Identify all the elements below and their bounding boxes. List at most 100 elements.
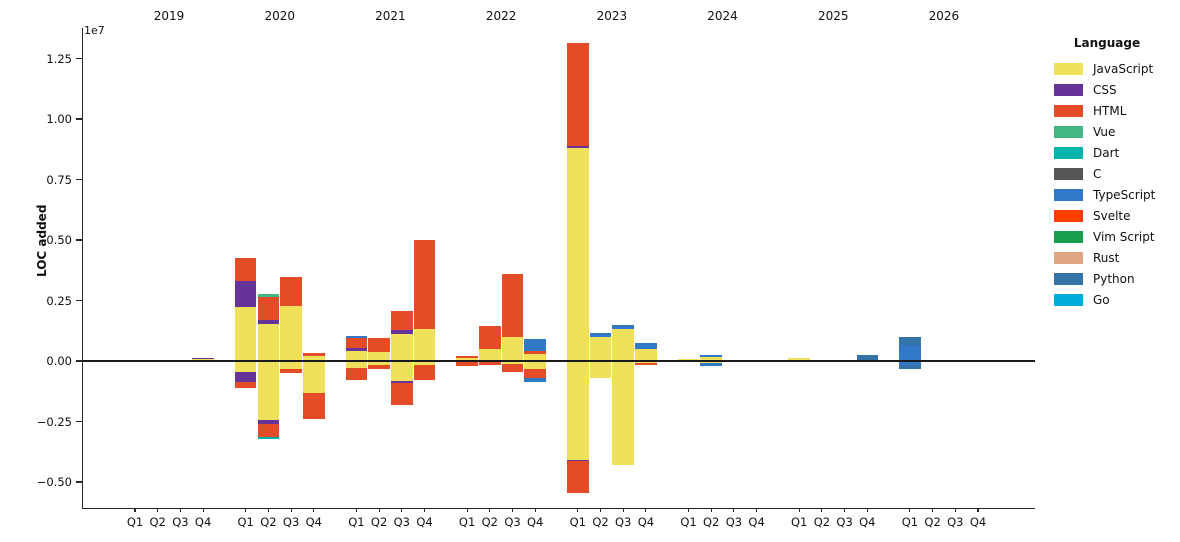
x-tick-label: Q2 [149,515,166,529]
javascript-removed-bar-segment [589,361,612,378]
x-tick-mark [179,508,181,512]
legend-entry-label: C [1093,166,1102,181]
y-axis-spine [82,28,84,508]
zero-baseline [82,360,1035,362]
x-axis-year-label: 2023 [596,9,628,23]
legend-entry-typescript: TypeScript [1048,184,1178,205]
html-removed-bar-segment [524,369,546,379]
x-tick-label: Q1 [569,515,586,529]
x-tick-label: Q3 [172,515,189,529]
html-added-bar-segment [413,240,436,330]
python-removed-bar-segment [899,365,921,370]
html-added-bar-segment [567,43,589,146]
javascript-removed-bar-segment [524,361,546,370]
html-removed-bar-segment [303,392,325,420]
y-axis-offset-text: 1e7 [84,24,105,37]
legend-title: Language [1073,36,1141,50]
html-removed-bar-segment [479,362,501,366]
x-axis-year-label: 2021 [375,9,406,23]
y-tick-mark [76,360,82,362]
x-tick-mark [157,508,159,512]
html-removed-bar-segment [567,461,589,493]
x-tick-label: Q4 [969,515,987,529]
x-tick-label: Q4 [527,515,544,529]
javascript-removed-bar-segment [501,361,524,364]
y-tick-label: −0.50 [36,475,72,489]
javascript-added-bar-segment [677,359,700,361]
javascript-added-bar-segment [368,351,390,361]
x-tick-label: Q1 [458,515,476,529]
javascript-added-bar-segment [345,350,368,361]
css-added-bar-segment [234,281,257,308]
legend-entry-label: JavaScript [1093,61,1154,76]
x-tick-label: Q2 [481,515,498,529]
x-tick-mark [355,508,357,512]
html-removed-bar-segment [635,362,657,366]
javascript-added-bar-segment [479,349,501,361]
dart-removed-bar-segment [257,436,280,440]
legend-entry-label: Go [1093,292,1110,307]
x-tick-mark [710,508,712,512]
css-added-bar-segment [257,319,280,324]
x-tick-mark [534,508,536,512]
html-added-bar-segment [501,273,524,337]
x-tick-label: Q2 [703,515,720,529]
html-added-bar-segment [479,325,501,350]
javascript-added-bar-segment [589,336,612,361]
legend-entry-javascript: JavaScript [1048,58,1178,79]
legend-swatch-icon [1054,146,1083,159]
html-added-bar-segment [456,355,478,359]
x-tick-label: Q1 [126,515,144,529]
javascript-added-bar-segment [635,348,657,361]
x-tick-mark [378,508,380,512]
css-added-bar-segment [192,357,214,359]
x-tick-mark [622,508,624,512]
legend-entry-css: CSS [1048,79,1178,100]
x-tick-mark [599,508,602,512]
y-tick-label: 0.50 [46,233,72,247]
legend-swatch-icon [1054,104,1083,117]
html-added-bar-segment [234,258,257,282]
x-tick-label: Q2 [813,515,831,529]
y-tick-mark [76,178,82,181]
x-tick-mark [401,508,403,512]
javascript-removed-bar-segment [345,361,368,369]
legend-swatch-icon [1054,125,1083,138]
y-tick-label: 0.25 [46,293,72,308]
x-axis-year-label: 2020 [264,9,296,23]
x-tick-label: Q4 [305,515,322,529]
legend-entry-label: Vim Script [1093,229,1155,244]
x-tick-mark [909,508,911,512]
x-tick-label: Q2 [592,515,609,529]
javascript-removed-bar-segment [479,361,501,363]
y-tick-mark [76,239,82,241]
y-tick-label: 1.00 [46,112,72,126]
javascript-added-bar-segment [257,323,280,361]
x-tick-mark [466,508,468,512]
javascript-added-bar-segment [700,356,722,361]
legend-entry-svelte: Svelte [1048,205,1178,226]
x-tick-label: Q4 [859,515,876,529]
html-removed-bar-segment [368,365,390,370]
html-removed-bar-segment [391,383,413,406]
html-removed-bar-segment [257,424,280,437]
y-tick-label: 1.25 [46,51,72,66]
typescript-added-bar-segment [524,338,546,351]
typescript-added-bar-segment [700,354,722,357]
y-tick-mark [76,118,82,120]
x-axis-spine [82,508,1035,510]
legend-entries: JavaScript CSS HTML Vue Dart C TypeScript Svelt… [1048,58,1178,310]
legend-entry-label: TypeScript [1093,187,1156,202]
x-tick-mark [844,508,846,512]
css-added-bar-segment [345,348,368,351]
legend-swatch-icon [1054,62,1083,75]
html-removed-bar-segment [456,362,478,366]
legend-entry-python: Python [1048,268,1178,289]
x-tick-label: Q4 [194,515,212,529]
javascript-removed-bar-segment [391,361,413,381]
x-tick-mark [489,508,491,512]
x-tick-label: Q3 [836,515,853,529]
javascript-added-bar-segment [280,306,302,361]
typescript-added-bar-segment [612,325,634,330]
